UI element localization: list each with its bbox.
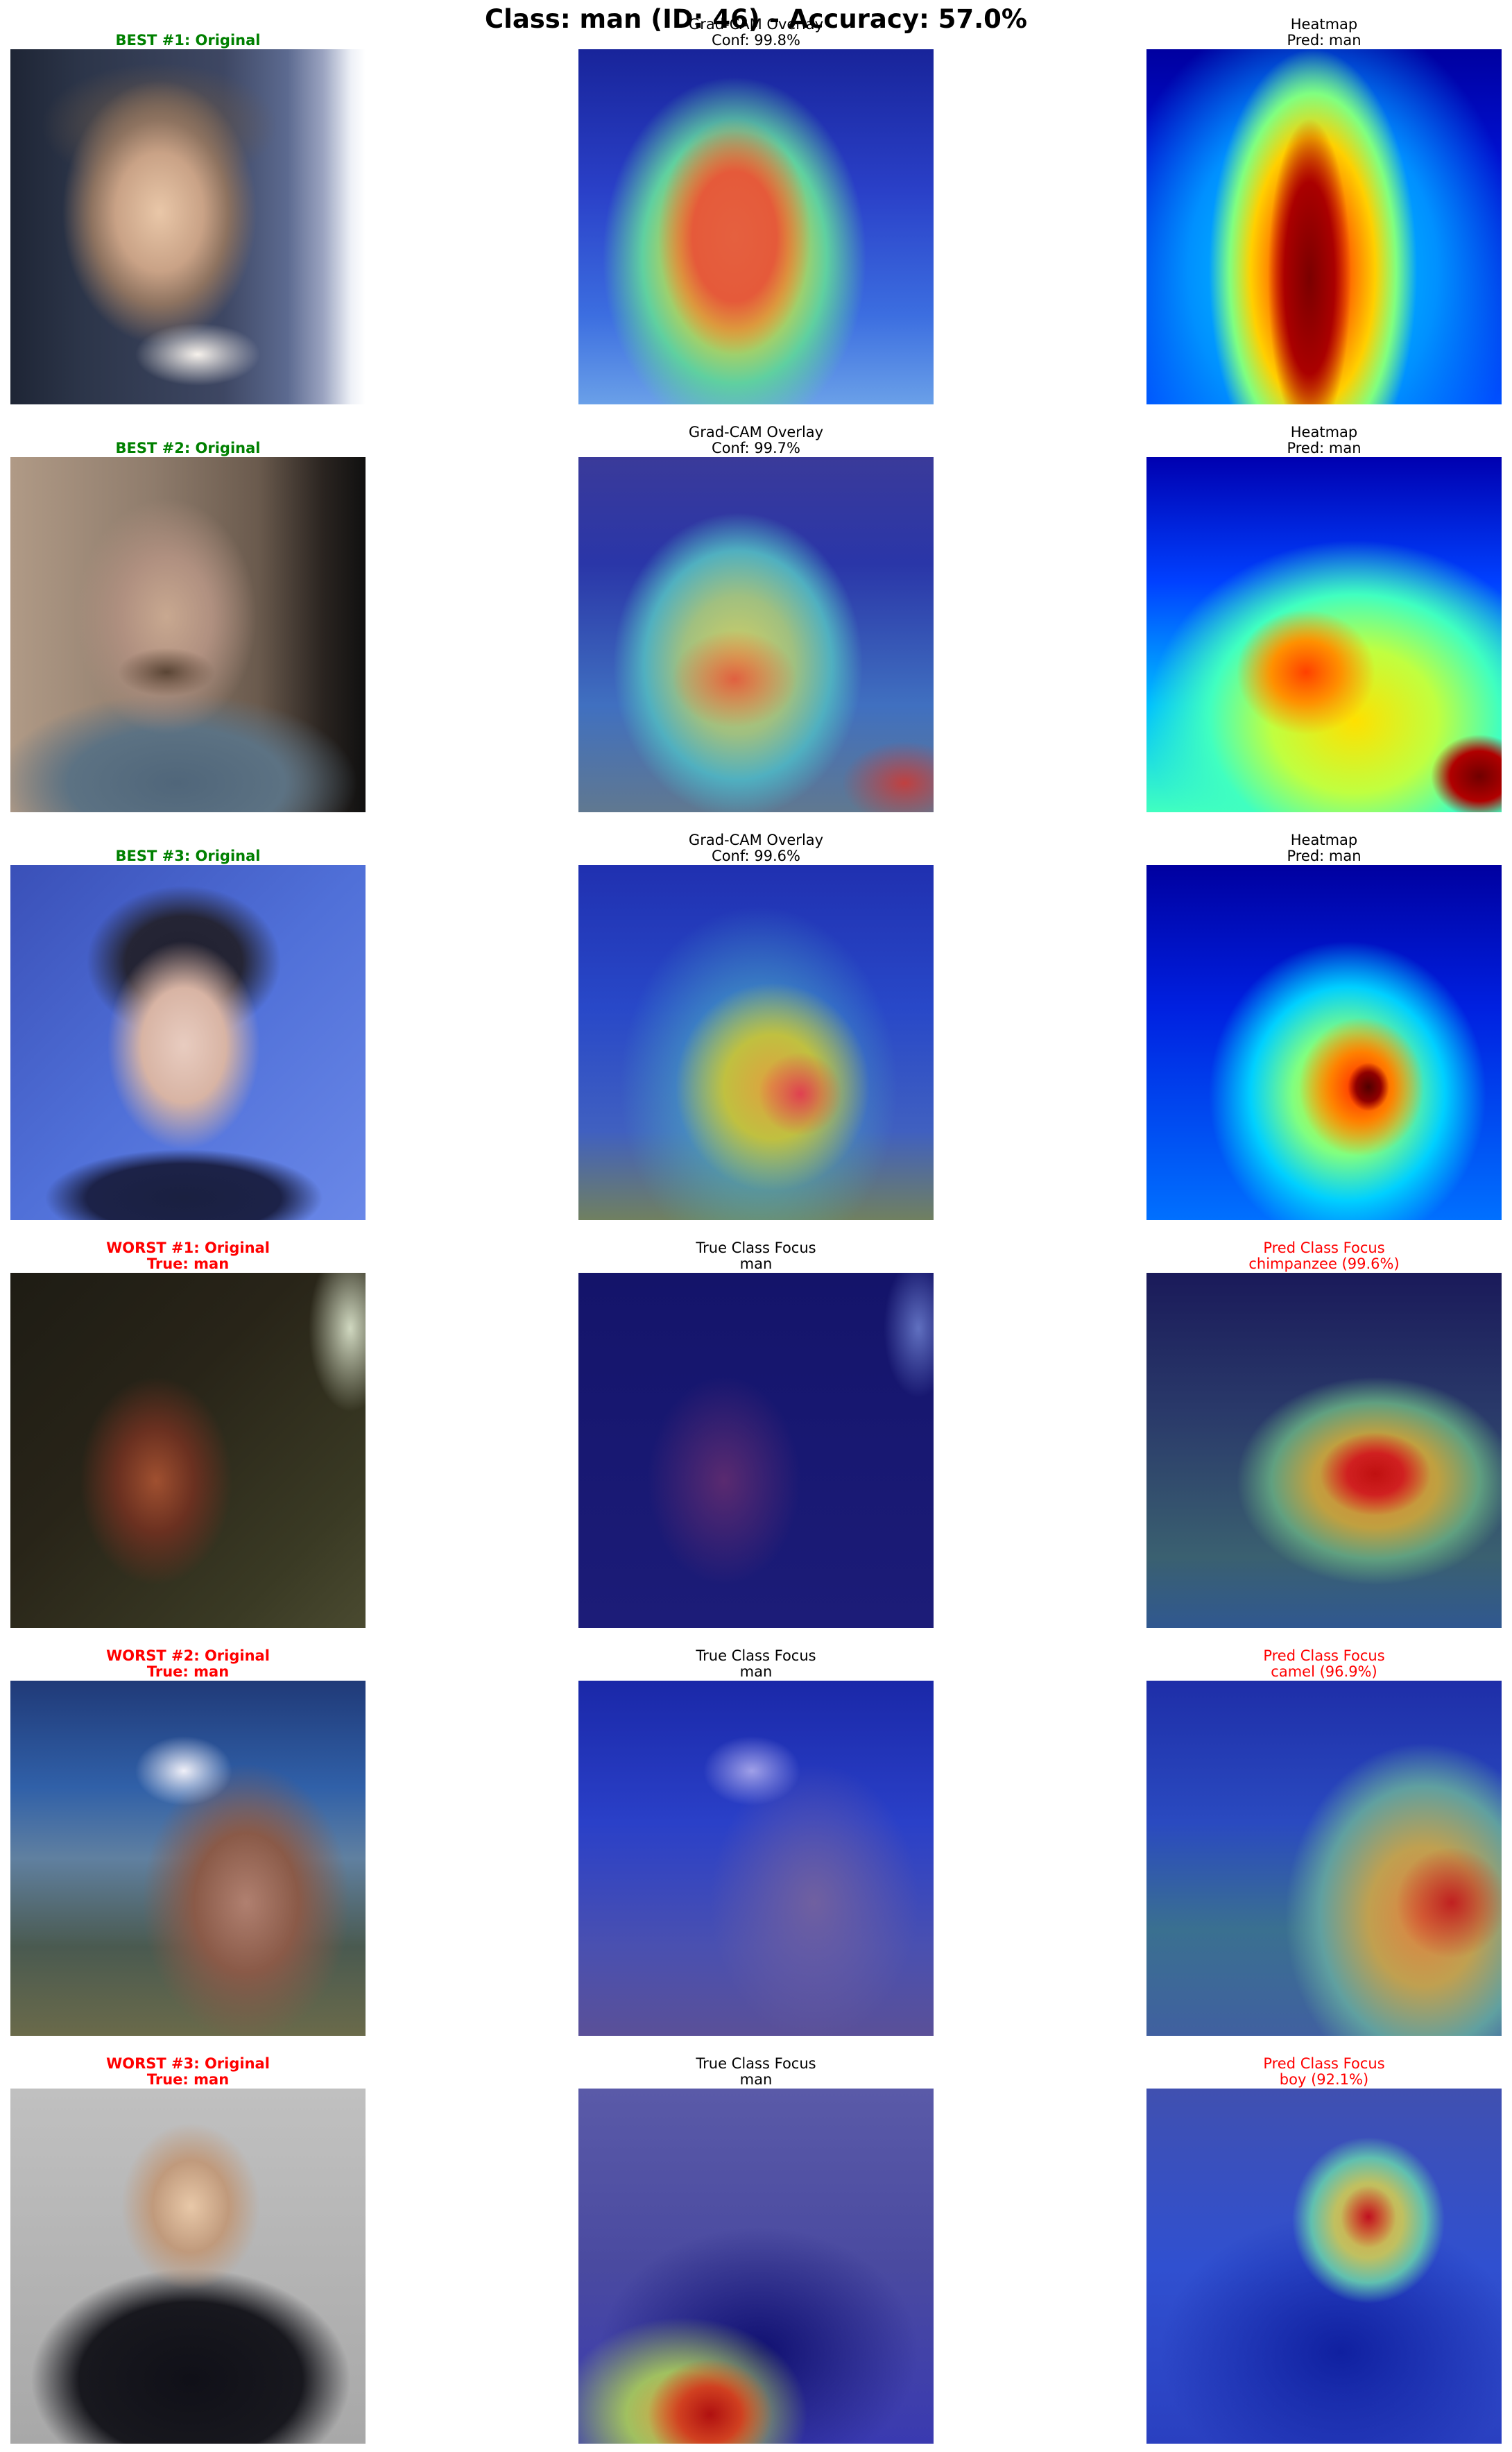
result-row-best-1: BEST #1: Original Grad-CAM Overlay Conf: … [0,0,1512,408]
middle-title: Grad-CAM Overlay Conf: 99.8% [688,16,824,49]
right-cell: Pred Class Focus camel (96.9%) [1146,1631,1502,2039]
original-image [10,457,366,812]
right-title: Heatmap Pred: man [1287,16,1361,49]
original-image [10,865,366,1220]
middle-title: Grad-CAM Overlay Conf: 99.7% [688,424,824,456]
original-cell: WORST #3: Original True: man [10,2039,366,2447]
middle-title: True Class Focus man [696,1647,816,1680]
gradcam-overlay-image [578,1681,934,2036]
original-title: BEST #3: Original [115,848,261,864]
original-cell: BEST #2: Original [10,408,366,816]
result-row-best-2: BEST #2: Original Grad-CAM Overlay Conf: … [0,408,1512,816]
result-row-worst-2: WORST #2: Original True: man True Class F… [0,1631,1512,2039]
right-cell: Heatmap Pred: man [1146,816,1502,1224]
original-image [10,2089,366,2444]
original-cell: BEST #3: Original [10,816,366,1224]
right-cell: Pred Class Focus chimpanzee (99.6%) [1146,1224,1502,1631]
middle-cell: True Class Focus man [578,2039,934,2447]
middle-cell: True Class Focus man [578,1631,934,2039]
original-title: BEST #2: Original [115,440,261,456]
right-title: Pred Class Focus boy (92.1%) [1263,2055,1385,2088]
gradcam-overlay-image [578,457,934,812]
pred-class-focus-image [1146,2089,1502,2444]
right-title: Heatmap Pred: man [1287,832,1361,864]
right-cell: Heatmap Pred: man [1146,0,1502,408]
original-title: WORST #3: Original True: man [106,2055,270,2088]
gradcam-overlay-image [578,1273,934,1628]
gradcam-overlay-image [578,2089,934,2444]
right-title: Heatmap Pred: man [1287,424,1361,456]
original-title: BEST #1: Original [115,32,261,49]
result-row-worst-1: WORST #1: Original True: man True Class F… [0,1224,1512,1631]
right-cell: Pred Class Focus boy (92.1%) [1146,2039,1502,2447]
original-title: WORST #1: Original True: man [106,1240,270,1272]
original-image [10,1273,366,1628]
middle-cell: True Class Focus man [578,1224,934,1631]
original-cell: WORST #2: Original True: man [10,1631,366,2039]
middle-cell: Grad-CAM Overlay Conf: 99.6% [578,816,934,1224]
middle-title: True Class Focus man [696,1240,816,1272]
heatmap-image [1146,49,1502,404]
right-cell: Heatmap Pred: man [1146,408,1502,816]
result-row-worst-3: WORST #3: Original True: man True Class F… [0,2039,1512,2447]
pred-class-focus-image [1146,1273,1502,1628]
middle-cell: Grad-CAM Overlay Conf: 99.8% [578,0,934,408]
right-title: Pred Class Focus chimpanzee (99.6%) [1248,1240,1400,1272]
original-cell: BEST #1: Original [10,0,366,408]
figure-title: Class: man (ID: 46) - Accuracy: 57.0% [484,4,1027,34]
original-image [10,1681,366,2036]
heatmap-image [1146,865,1502,1220]
middle-title: True Class Focus man [696,2055,816,2088]
middle-title: Grad-CAM Overlay Conf: 99.6% [688,832,824,864]
middle-cell: Grad-CAM Overlay Conf: 99.7% [578,408,934,816]
original-image [10,49,366,404]
gradcam-overlay-image [578,49,934,404]
pred-class-focus-image [1146,1681,1502,2036]
original-title: WORST #2: Original True: man [106,1647,270,1680]
heatmap-image [1146,457,1502,812]
original-cell: WORST #1: Original True: man [10,1224,366,1631]
gradcam-overlay-image [578,865,934,1220]
right-title: Pred Class Focus camel (96.9%) [1263,1647,1385,1680]
result-row-best-3: BEST #3: Original Grad-CAM Overlay Conf: … [0,816,1512,1224]
